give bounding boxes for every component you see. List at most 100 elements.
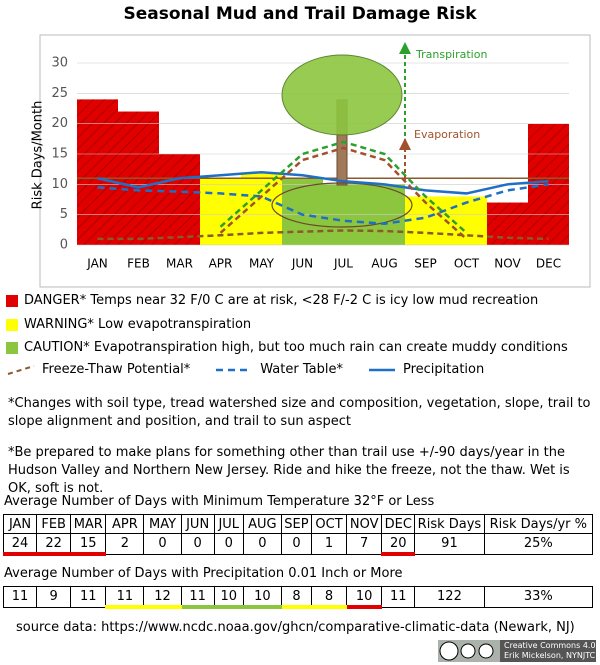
bar-hatch: [159, 154, 200, 245]
legend-warning: WARNING* Low evapotranspiration: [6, 317, 251, 332]
table-cell: 122: [414, 586, 485, 608]
tree-crown: [281, 54, 403, 136]
table-cell: 11: [180, 586, 215, 609]
table-cell: 12: [143, 586, 182, 609]
x-tick-label: APR: [209, 257, 233, 271]
y-axis-label: Risk Days/Month: [31, 101, 46, 210]
legend-text: CAUTION* Evapotranspiration high, but to…: [24, 340, 568, 355]
bar: [200, 178, 241, 245]
table-cell: SEP: [280, 514, 313, 534]
series-line: [97, 229, 549, 241]
table-cell: 8: [280, 586, 313, 609]
annotation: Evaporation: [414, 128, 480, 141]
legend-text: WARNING* Low evapotranspiration: [24, 317, 252, 332]
table-cell: 11: [105, 586, 145, 609]
table-cell: 24: [2, 533, 38, 556]
table-cell: MAR: [70, 514, 107, 534]
cc-icons: [438, 640, 500, 662]
table-cell: DEC: [381, 514, 416, 534]
source: source data: https://www.ncdc.noaa.gov/g…: [16, 620, 575, 635]
table-cell: 33%: [483, 586, 594, 608]
table-cell: 20: [381, 533, 416, 556]
series-line: [97, 183, 549, 226]
table-cell: 11: [381, 586, 416, 608]
x-tick-label: MAY: [249, 257, 275, 271]
legend-swatch: [368, 368, 395, 371]
x-tick-label: SEP: [414, 257, 436, 271]
legend-text: Precipitation: [402, 362, 485, 377]
x-tick-label: JUL: [333, 257, 353, 271]
table-cell: AUG: [242, 514, 282, 534]
x-tick-label: DEC: [536, 257, 561, 271]
chart: Seasonal Mud and Trail Damage Risk Risk …: [31, 4, 591, 288]
legend-danger: DANGER* Temps near 32 F/0 C are at risk,…: [6, 293, 538, 308]
table-title: Average Number of Days with Precipitatio…: [4, 566, 403, 581]
x-tick-label: MAR: [166, 257, 193, 271]
table-cell: 10: [346, 586, 383, 609]
table-cell: 15: [70, 533, 107, 556]
x-tick-label: OCT: [454, 257, 480, 271]
table-cell: 2: [105, 533, 145, 555]
table-cell: MAY: [143, 514, 182, 534]
legend-text: DANGER* Temps near 32 F/0 C are at risk,…: [24, 293, 539, 308]
table-cell: 11: [2, 586, 38, 608]
table-cell: APR: [105, 514, 145, 534]
table-cell: OCT: [310, 514, 348, 534]
x-tick-label: FEB: [127, 257, 150, 271]
license-text: Erik Mickelson, NYNJTC: [504, 651, 596, 660]
table-cell: 0: [280, 533, 313, 555]
table-cell: 10: [213, 586, 244, 609]
table-cell: FEB: [36, 514, 72, 534]
license-text: Creative Commons 4.0: [504, 641, 596, 650]
series-line: [219, 146, 468, 240]
table-cell: 7: [346, 533, 383, 555]
arrow-head: [399, 138, 411, 150]
table-cell: NOV: [346, 514, 383, 534]
legend-swatch: [216, 368, 253, 371]
table-cell: 8: [310, 586, 348, 609]
table-cell: 0: [143, 533, 182, 555]
legend-text: Freeze-Thaw Potential*: [42, 362, 191, 377]
chart-title: Seasonal Mud and Trail Damage Risk: [123, 4, 477, 24]
table-cell: 11: [70, 586, 107, 608]
table-precip: 11 9 11 11 12 11 10 10 8 8 10 11 122 33%: [2, 586, 594, 609]
table-cell: 0: [213, 533, 244, 555]
x-tick-label: JAN: [86, 257, 108, 271]
table-cell: Risk Days/yr %: [483, 514, 594, 534]
table-cell: 10: [242, 586, 282, 609]
table-cell: 25%: [483, 533, 594, 555]
table-temp: JAN FEB MAR APR MAY JUN JUL AUG SEP OCT NOV DEC Risk…: [2, 514, 594, 556]
plot-frame: [39, 34, 591, 288]
annotation: Transpiration: [415, 48, 487, 61]
table-cell: 22: [36, 533, 72, 556]
table-cell: 0: [180, 533, 215, 555]
y-tick-label: 15: [51, 147, 68, 162]
legend-swatch: [7, 364, 35, 375]
table-cell: JUN: [180, 514, 215, 534]
y-tick-label: 10: [51, 177, 68, 192]
table-cell: Risk Days: [414, 514, 485, 534]
legend-caution: CAUTION* Evapotranspiration high, but to…: [6, 340, 568, 355]
bar: [282, 178, 323, 245]
table-cell: JUL: [213, 514, 244, 534]
y-tick-label: 0: [60, 238, 68, 253]
table-cell: 91: [414, 533, 485, 555]
y-tick-label: 30: [51, 56, 68, 71]
note: *Changes with soil type, tread watershed…: [8, 396, 591, 429]
table-title: Average Number of Days with Minimum Temp…: [4, 494, 435, 509]
table-cell: 9: [36, 586, 72, 608]
x-tick-label: JUN: [291, 257, 313, 271]
series-line: [97, 170, 549, 195]
x-tick-label: NOV: [494, 257, 521, 271]
y-tick-label: 25: [51, 86, 68, 101]
license-badge: Creative Commons 4.0 Erik Mickelson, NYNJ…: [438, 640, 596, 662]
bar-hatch: [77, 99, 118, 246]
y-tick-label: 20: [51, 116, 68, 131]
y-tick-label: 5: [60, 207, 68, 222]
arrow-head: [399, 42, 411, 54]
legend-lines: Freeze-Thaw Potential* Water Table* Prec…: [6, 362, 484, 377]
note: *Be prepared to make plans for something…: [8, 445, 570, 496]
legend-text: Water Table*: [260, 362, 343, 377]
series-line: [219, 140, 468, 234]
